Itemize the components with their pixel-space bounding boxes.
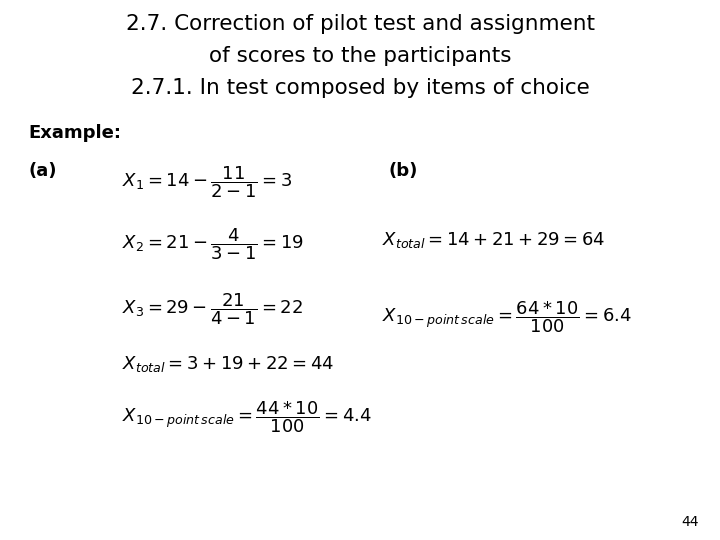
Text: 44: 44 — [681, 515, 698, 529]
Text: 2.7.1. In test composed by items of choice: 2.7.1. In test composed by items of choi… — [130, 78, 590, 98]
Text: of scores to the participants: of scores to the participants — [209, 46, 511, 66]
Text: (b): (b) — [389, 162, 418, 180]
Text: $X_{10-point\,scale} = \dfrac{44*10}{100} = 4.4$: $X_{10-point\,scale} = \dfrac{44*10}{100… — [122, 400, 372, 435]
Text: $X_{10-point\,scale} = \dfrac{64*10}{100} = 6.4$: $X_{10-point\,scale} = \dfrac{64*10}{100… — [382, 300, 631, 335]
Text: $X_{total} = 3 + 19 + 22 = 44$: $X_{total} = 3 + 19 + 22 = 44$ — [122, 354, 334, 374]
Text: $X_{2} = 21 - \dfrac{4}{3-1} = 19$: $X_{2} = 21 - \dfrac{4}{3-1} = 19$ — [122, 227, 304, 262]
Text: Example:: Example: — [29, 124, 122, 142]
Text: 2.7. Correction of pilot test and assignment: 2.7. Correction of pilot test and assign… — [125, 14, 595, 33]
Text: $X_{1} = 14 - \dfrac{11}{2-1} = 3$: $X_{1} = 14 - \dfrac{11}{2-1} = 3$ — [122, 165, 292, 200]
Text: (a): (a) — [29, 162, 58, 180]
Text: $X_{3} = 29 - \dfrac{21}{4-1} = 22$: $X_{3} = 29 - \dfrac{21}{4-1} = 22$ — [122, 292, 303, 327]
Text: $X_{total} = 14 + 21 + 29 = 64$: $X_{total} = 14 + 21 + 29 = 64$ — [382, 230, 605, 249]
